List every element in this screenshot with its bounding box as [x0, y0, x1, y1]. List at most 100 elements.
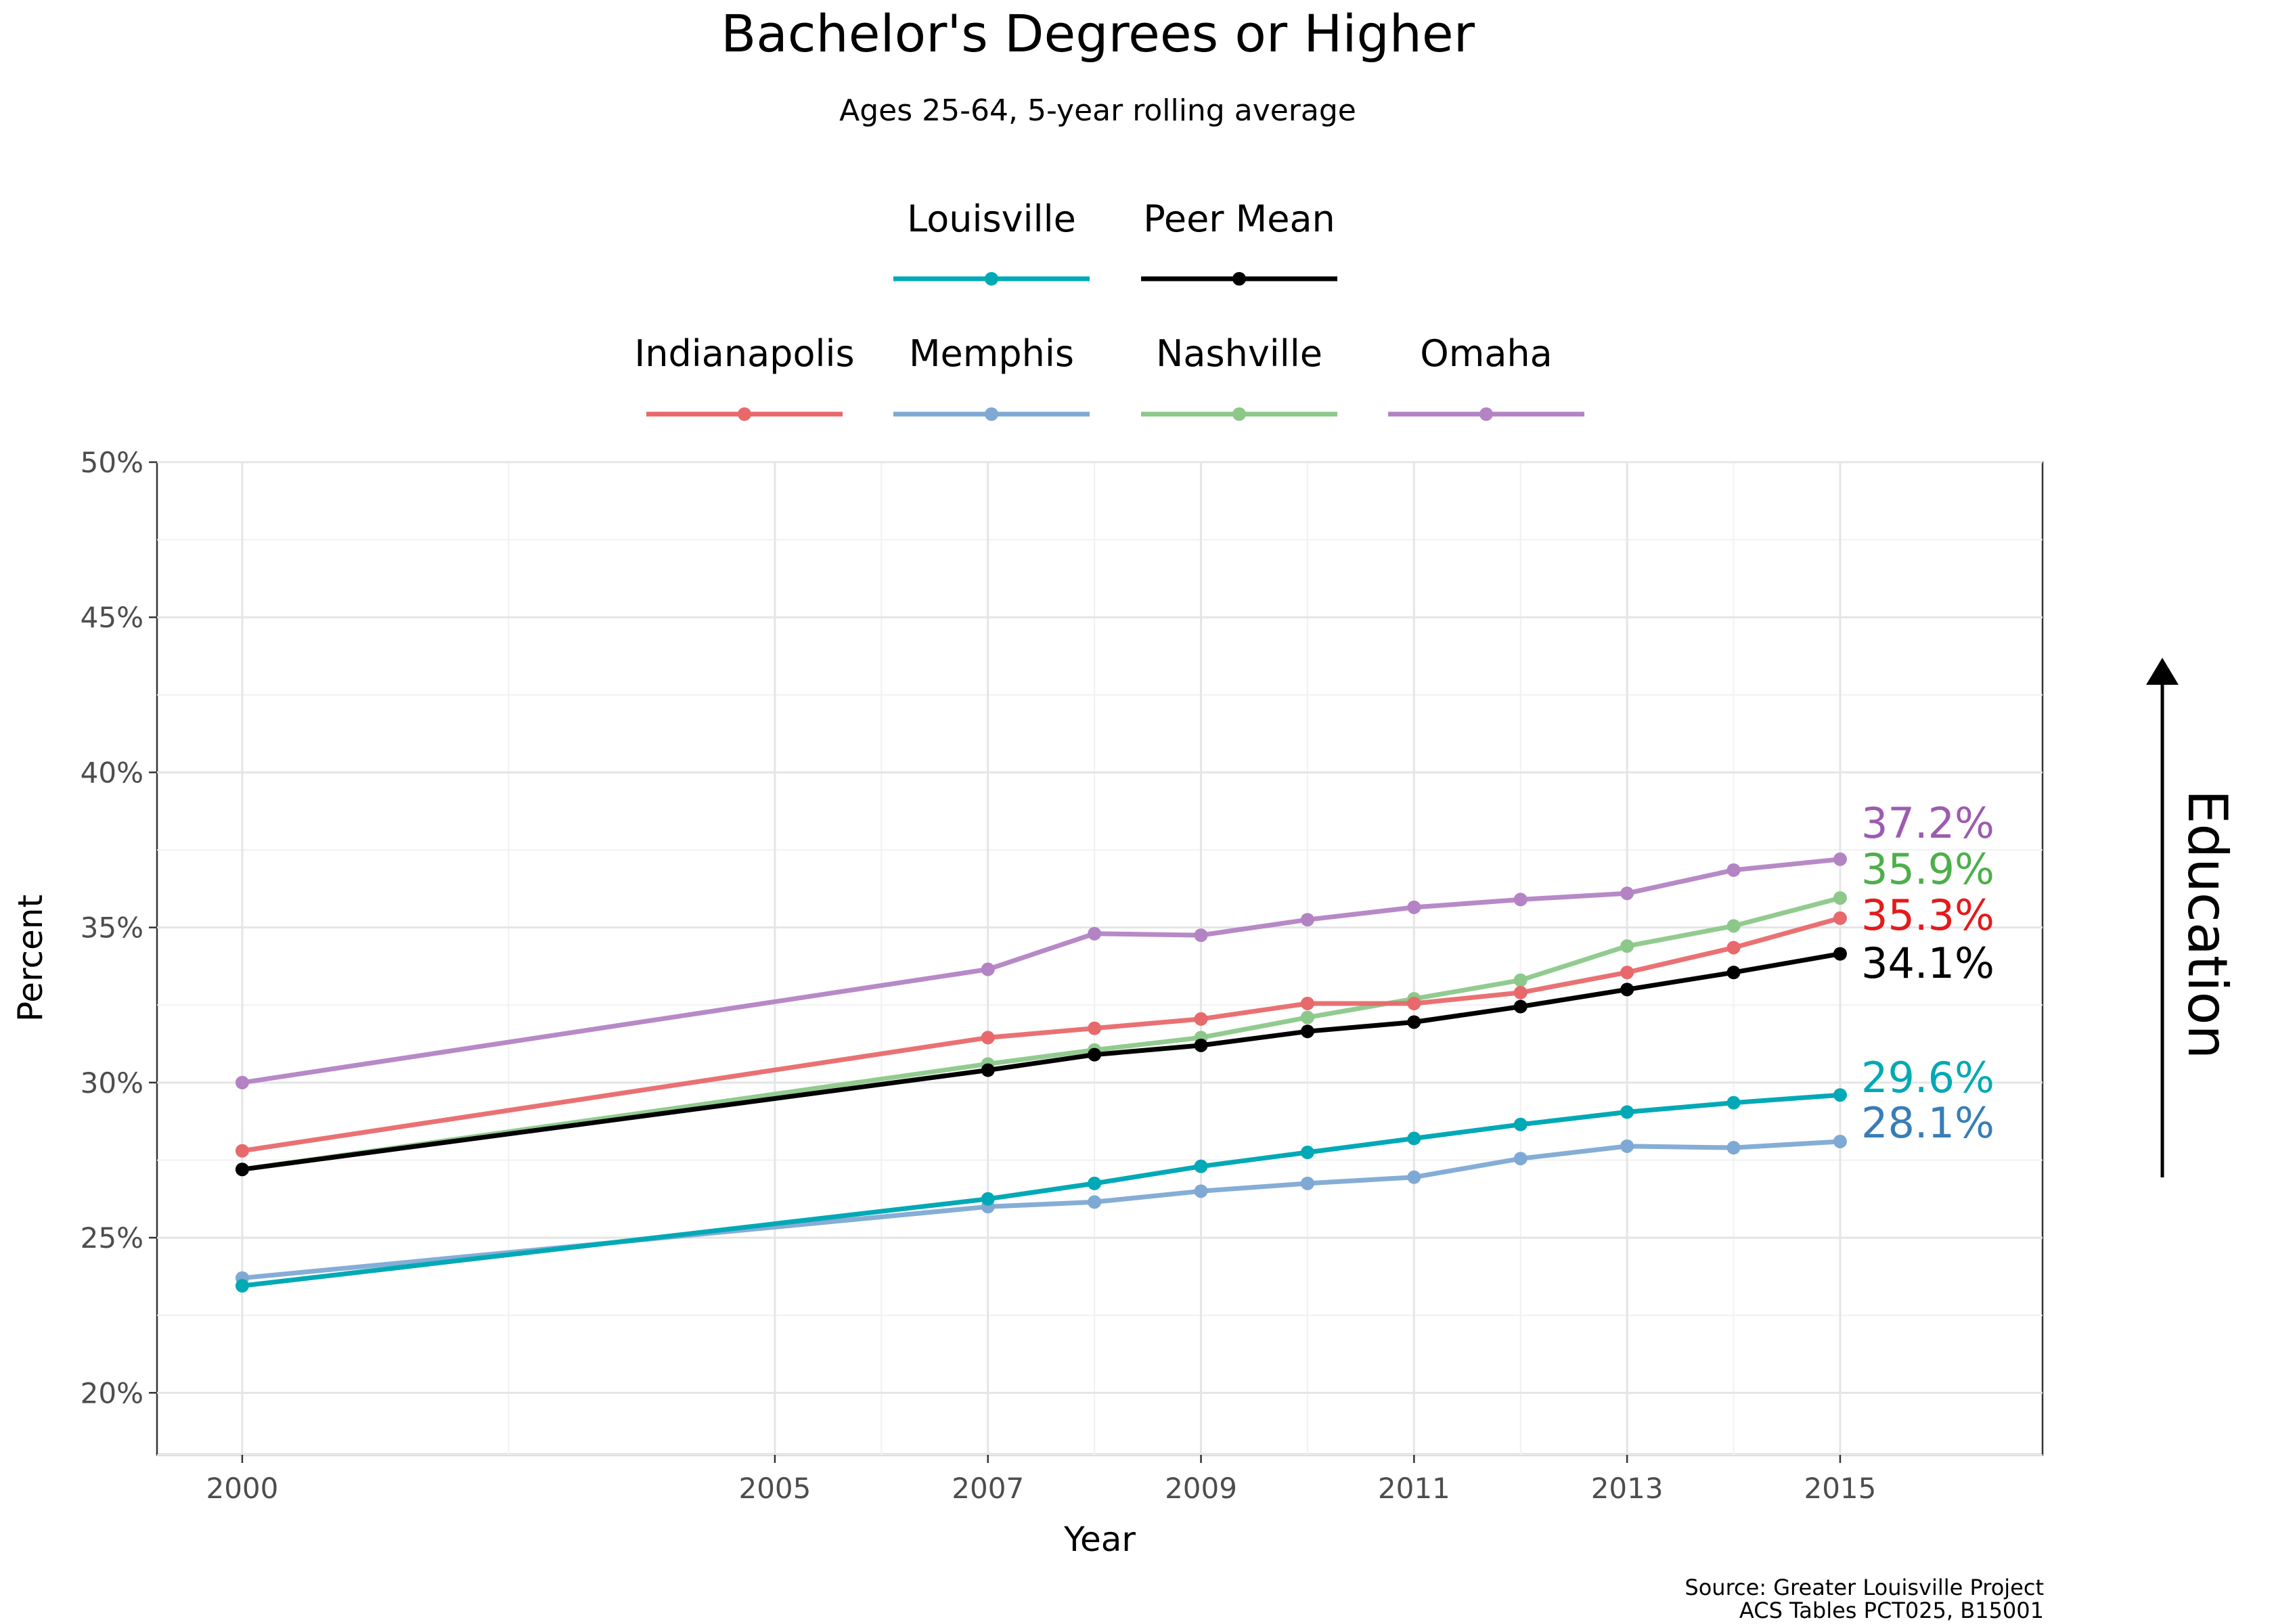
point-louisville-2008 — [1088, 1176, 1102, 1190]
point-memphis-2011 — [1407, 1170, 1421, 1184]
point-peer-mean-2015 — [1833, 947, 1847, 961]
point-indianapolis-2009 — [1194, 1012, 1208, 1026]
legend-label: Peer Mean — [1143, 198, 1335, 240]
x-axis: 2000 2005 2007 2009 2011 2013 2015 — [206, 1455, 1876, 1505]
plot-panel — [156, 461, 2044, 1456]
chart-subtitle: Ages 25-64, 5-year rolling average — [839, 93, 1356, 128]
series-line-nashville — [240, 895, 1843, 1172]
point-peer-mean-2009 — [1194, 1038, 1208, 1052]
point-nashville-2012 — [1513, 973, 1528, 987]
plot-area: 37.2%35.9%35.3%34.1% 28.1%29.6% — [156, 461, 2044, 1456]
end-label-peer-mean: 34.1% — [1861, 939, 1994, 988]
legend-key-point — [985, 272, 998, 286]
x-tick-label: 2011 — [1378, 1472, 1450, 1505]
point-indianapolis-2011 — [1407, 996, 1421, 1010]
point-indianapolis-2000 — [235, 1144, 249, 1158]
arrow-label: Education — [2176, 790, 2239, 1059]
y-tick-label: 20% — [81, 1376, 143, 1409]
chart-title: Bachelor's Degrees or Higher — [721, 3, 1475, 64]
series-line-indianapolis — [240, 916, 1843, 1154]
point-indianapolis-2015 — [1833, 911, 1847, 925]
end-label-omaha: 37.2% — [1861, 798, 1994, 848]
series-line-memphis — [240, 1139, 1843, 1281]
point-memphis-2008 — [1088, 1195, 1102, 1209]
legend-label: Indianapolis — [634, 332, 854, 375]
legend-label: Louisville — [907, 198, 1076, 240]
point-omaha-2009 — [1194, 928, 1208, 943]
legend-key-point — [1232, 272, 1246, 286]
end-label-louisville: 29.6% — [1861, 1053, 1994, 1102]
end-label-indianapolis: 35.3% — [1861, 890, 1994, 940]
series-line-omaha — [240, 857, 1843, 1085]
legend-key-point — [1479, 407, 1493, 421]
point-peer-mean-2011 — [1407, 1015, 1421, 1029]
point-louisville-2015 — [1833, 1088, 1847, 1102]
series-line-peer-mean — [240, 951, 1843, 1172]
legend-label: Nashville — [1156, 332, 1322, 375]
point-omaha-2010 — [1300, 913, 1314, 927]
legend-item-indianapolis: Indianapolis — [634, 332, 855, 421]
x-tick-label: 2007 — [952, 1472, 1024, 1505]
legend-key-point — [985, 407, 998, 421]
point-louisville-2007 — [981, 1192, 995, 1206]
point-indianapolis-2013 — [1620, 966, 1634, 980]
legend-item-nashville: Nashville — [1141, 332, 1337, 421]
source-line-2: ACS Tables PCT025, B15001 — [1739, 1598, 2044, 1623]
arrow-head-icon — [2146, 658, 2179, 685]
point-louisville-2012 — [1513, 1117, 1528, 1131]
legend: Louisville Peer Mean Indianapolis Memphis Na… — [634, 198, 1584, 421]
end-labels: 37.2%35.9%35.3%34.1% 28.1%29.6% — [1861, 798, 1994, 1148]
y-tick-label: 35% — [81, 911, 143, 945]
point-indianapolis-2010 — [1300, 996, 1314, 1010]
series-lines — [240, 857, 1843, 1288]
source-line-1: Source: Greater Louisville Project — [1685, 1575, 2044, 1600]
point-peer-mean-2008 — [1088, 1047, 1102, 1062]
y-axis: 20% 25% 30% 35% 40% 45% 50% — [81, 446, 157, 1409]
point-indianapolis-2014 — [1726, 941, 1741, 955]
legend-item-louisville: Louisville — [893, 198, 1090, 286]
point-omaha-2011 — [1407, 900, 1421, 914]
point-nashville-2014 — [1726, 919, 1741, 933]
point-omaha-2008 — [1088, 926, 1102, 941]
point-peer-mean-2007 — [981, 1063, 995, 1077]
point-memphis-2009 — [1194, 1184, 1208, 1198]
y-tick-label: 25% — [81, 1221, 143, 1255]
legend-key-point — [738, 407, 751, 421]
point-louisville-2011 — [1407, 1131, 1421, 1146]
point-peer-mean-2010 — [1300, 1024, 1314, 1039]
point-louisville-2009 — [1194, 1159, 1208, 1173]
point-louisville-2013 — [1620, 1105, 1634, 1119]
point-peer-mean-2000 — [235, 1163, 249, 1177]
x-tick-label: 2015 — [1804, 1472, 1876, 1505]
point-omaha-2014 — [1726, 863, 1741, 877]
legend-label: Memphis — [909, 332, 1074, 375]
point-memphis-2014 — [1726, 1141, 1741, 1155]
series-points — [235, 852, 1847, 1293]
y-tick-label: 50% — [81, 446, 143, 479]
x-tick-label: 2000 — [206, 1472, 278, 1505]
point-indianapolis-2007 — [981, 1031, 995, 1045]
grid-major — [157, 461, 2043, 1455]
point-louisville-2014 — [1726, 1096, 1741, 1110]
legend-key-point — [1232, 407, 1246, 421]
legend-item-memphis: Memphis — [893, 332, 1090, 421]
x-tick-label: 2009 — [1165, 1472, 1237, 1505]
point-peer-mean-2014 — [1726, 966, 1741, 980]
point-memphis-2015 — [1833, 1134, 1847, 1148]
education-arrow: Education — [2146, 658, 2239, 1177]
source-note: Source: Greater Louisville Project ACS T… — [1685, 1575, 2044, 1623]
y-tick-label: 30% — [81, 1066, 143, 1100]
point-omaha-2013 — [1620, 886, 1634, 901]
end-label-memphis: 28.1% — [1861, 1098, 1994, 1148]
point-omaha-2000 — [235, 1075, 249, 1089]
point-memphis-2010 — [1300, 1176, 1314, 1190]
point-louisville-2010 — [1300, 1146, 1314, 1160]
series-line-louisville — [240, 1092, 1843, 1288]
point-nashville-2010 — [1300, 1010, 1314, 1024]
point-omaha-2015 — [1833, 852, 1847, 866]
legend-item-peer-mean: Peer Mean — [1141, 198, 1337, 286]
point-peer-mean-2013 — [1620, 983, 1634, 997]
point-memphis-2012 — [1513, 1152, 1528, 1166]
y-axis-label: Percent — [11, 895, 50, 1022]
